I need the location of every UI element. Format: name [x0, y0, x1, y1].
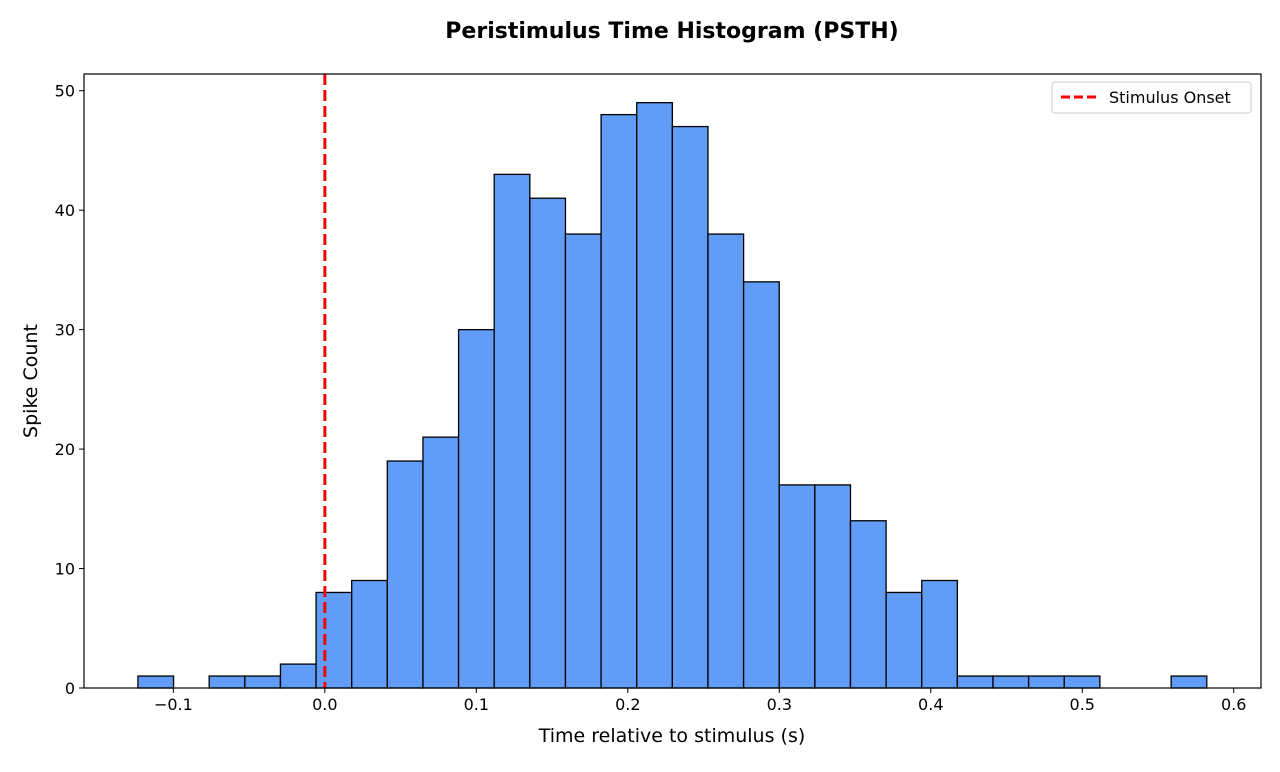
chart-title: Peristimulus Time Histogram (PSTH) [445, 19, 898, 44]
x-tick-label: −0.1 [154, 695, 193, 714]
x-tick-label: 0.5 [1070, 695, 1095, 714]
x-tick-label: 0.4 [918, 695, 943, 714]
y-tick-label: 40 [55, 201, 75, 220]
bars [137, 102, 1208, 689]
histogram-bar [279, 663, 317, 689]
histogram-bar [636, 102, 673, 689]
histogram-bar [849, 520, 887, 689]
histogram-bar [208, 675, 246, 689]
x-tick-label: 0.3 [767, 695, 792, 714]
legend-label: Stimulus Onset [1109, 88, 1231, 107]
histogram-bar [1170, 675, 1208, 689]
histogram-bar [1027, 675, 1065, 689]
histogram-bar [529, 197, 567, 689]
legend-box [1051, 81, 1252, 114]
histogram-bar [600, 113, 638, 689]
x-tick-label: 0.6 [1221, 695, 1246, 714]
y-tick-label: 20 [55, 440, 75, 459]
histogram-bar [244, 675, 282, 689]
histogram-bar [671, 125, 709, 689]
y-tick-label: 10 [55, 560, 75, 579]
histogram-bar [707, 233, 745, 689]
x-axis-label: Time relative to stimulus (s) [538, 725, 806, 747]
histogram-bar [386, 460, 424, 689]
histogram-bar [814, 484, 852, 689]
y-tick-label: 30 [55, 321, 75, 340]
x-tick-label: 0.2 [615, 695, 640, 714]
histogram-bar [956, 675, 994, 689]
histogram-bar [564, 233, 602, 689]
histogram-bar [778, 484, 816, 689]
x-tick-label: 0.0 [312, 695, 337, 714]
histogram-bar [315, 591, 353, 689]
x-axis: −0.1 0.0 0.1 0.2 0.3 0.4 0.5 0.6 [154, 688, 1246, 714]
histogram-bar [422, 436, 460, 689]
x-tick-label: 0.1 [464, 695, 489, 714]
y-axis: 0 10 20 30 40 50 [55, 82, 84, 698]
legend: Stimulus Onset [1051, 81, 1252, 114]
y-axis-label: Spike Count [20, 324, 42, 438]
plot-frame [83, 73, 1262, 689]
histogram-bar [457, 328, 495, 689]
histogram-bar [992, 675, 1030, 689]
histogram-bar [921, 579, 959, 689]
histogram-bar [885, 591, 923, 689]
histogram-bar [493, 173, 531, 689]
histogram-bar [351, 579, 388, 689]
histogram-bar [137, 675, 175, 689]
y-tick-label: 50 [55, 82, 75, 101]
histogram-bar [1063, 675, 1101, 689]
histogram-bar [742, 281, 780, 689]
y-tick-label: 0 [65, 679, 75, 698]
